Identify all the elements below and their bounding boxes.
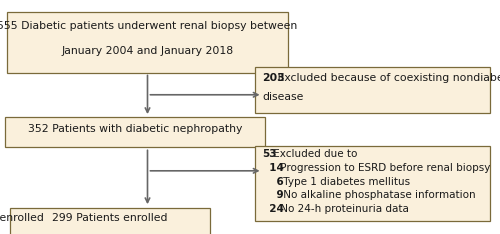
Text: disease: disease — [262, 92, 304, 102]
Text: January 2004 and January 2018: January 2004 and January 2018 — [62, 46, 234, 56]
Text: No alkaline phosphatase information: No alkaline phosphatase information — [280, 190, 476, 200]
FancyBboxPatch shape — [10, 208, 210, 234]
Text: No 24-h proteinuria data: No 24-h proteinuria data — [277, 204, 409, 214]
Text: 14: 14 — [262, 163, 284, 173]
Text: Progression to ESRD before renal biopsy: Progression to ESRD before renal biopsy — [277, 163, 490, 173]
Text: 53: 53 — [262, 150, 277, 159]
Text: 9: 9 — [262, 190, 284, 200]
FancyBboxPatch shape — [8, 12, 287, 73]
Text: 299 Patients enrolled: 299 Patients enrolled — [52, 213, 168, 223]
Text: 203: 203 — [262, 73, 285, 83]
FancyBboxPatch shape — [255, 146, 490, 221]
FancyBboxPatch shape — [255, 67, 490, 113]
Text: 555 Diabetic patients underwent renal biopsy between: 555 Diabetic patients underwent renal bi… — [0, 21, 298, 31]
Text: 352 Patients with diabetic nephropathy: 352 Patients with diabetic nephropathy — [28, 124, 242, 134]
Text: 6: 6 — [262, 177, 284, 187]
Text: 24: 24 — [262, 204, 284, 214]
FancyBboxPatch shape — [5, 117, 265, 147]
Text: Excluded because of coexisting nondiabetic renal: Excluded because of coexisting nondiabet… — [274, 73, 500, 83]
Text: Excluded due to: Excluded due to — [270, 150, 357, 159]
Text: Type 1 diabetes mellitus: Type 1 diabetes mellitus — [280, 177, 410, 187]
Text: Patients enrolled: Patients enrolled — [0, 213, 44, 223]
